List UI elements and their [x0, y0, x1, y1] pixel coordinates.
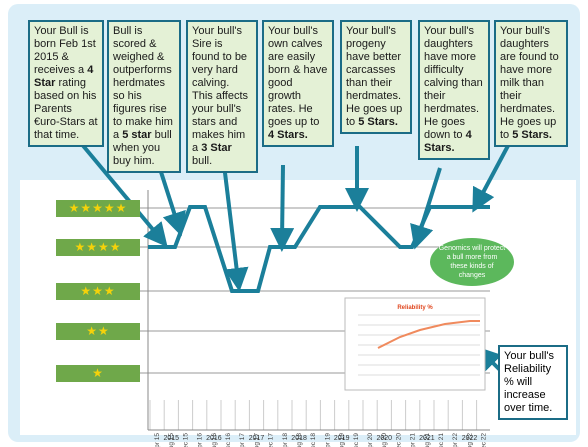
- info-box: Your bull's daughters have more difficul…: [418, 20, 490, 160]
- month-label: Dec 22: [481, 433, 488, 447]
- year-label: 2017: [249, 435, 265, 442]
- info-box: Your bull's own calves are easily born &…: [262, 20, 334, 147]
- box-text: 5 Stars.: [358, 116, 398, 128]
- year-label: 2019: [334, 435, 350, 442]
- month-label: Dec 16: [225, 433, 232, 447]
- month-label: Apr 15: [154, 433, 161, 447]
- month-label: Aug 17: [253, 433, 260, 447]
- star-label: ★★★★★: [56, 200, 140, 217]
- month-label: Dec 15: [182, 433, 189, 447]
- box-text: rating based on his Parents €uro-Stars a…: [34, 77, 98, 141]
- month-label: Aug 22: [466, 433, 473, 447]
- month-label: Aug 15: [168, 433, 175, 447]
- box-text: Your bull's daughters are found to have …: [500, 25, 559, 141]
- box-text: Your bull's daughters have more difficul…: [424, 25, 483, 141]
- month-label: Aug 20: [381, 433, 388, 447]
- box-text: Your bull's Sire is found to be very har…: [192, 25, 249, 154]
- year-label: 2015: [164, 435, 180, 442]
- year-label: 2020: [377, 435, 393, 442]
- box-text: Bull is scored & weighed & outperforms h…: [113, 25, 173, 141]
- box-text: Your bull's own calves are easily born &…: [268, 25, 328, 128]
- month-label: Apr 21: [410, 433, 417, 447]
- box-text: 5 star: [122, 129, 152, 141]
- reliability-note: Your bull's Reliability % will increase …: [498, 345, 568, 420]
- reliability-title: Reliability %: [397, 305, 433, 311]
- chart-panel: [20, 180, 576, 435]
- month-label: Apr 16: [197, 433, 204, 447]
- month-label: Apr 20: [367, 433, 374, 447]
- box-text: 4 Star: [34, 64, 94, 89]
- reliability-chart: [344, 297, 486, 391]
- month-label: Aug 16: [211, 433, 218, 447]
- month-label: Apr 22: [452, 433, 459, 447]
- month-label: Apr 18: [282, 433, 289, 447]
- star-label: ★★: [56, 323, 140, 340]
- month-label: Apr 17: [239, 433, 246, 447]
- year-label: 2021: [419, 435, 435, 442]
- box-text: 4 Stars.: [268, 129, 308, 141]
- star-label: ★: [56, 365, 140, 382]
- box-text: 3 Star: [201, 142, 232, 154]
- month-label: Apr 19: [324, 433, 331, 447]
- star-label: ★★★★: [56, 239, 140, 256]
- month-label: Dec 17: [268, 433, 275, 447]
- box-text: Your bull's progeny have better carcasse…: [346, 25, 403, 128]
- month-label: Dec 21: [438, 433, 445, 447]
- year-label: 2022: [462, 435, 478, 442]
- star-label: ★★★: [56, 283, 140, 300]
- box-text: bull when you buy him.: [113, 129, 172, 167]
- box-text: 5 Stars.: [512, 129, 552, 141]
- info-box: Your bull's progeny have better carcasse…: [340, 20, 412, 134]
- month-label: Aug 18: [296, 433, 303, 447]
- box-text: Your Bull is born Feb 1st 2015 & receive…: [34, 25, 96, 76]
- month-label: Dec 18: [310, 433, 317, 447]
- reliability-line: [377, 320, 480, 349]
- info-box: Your bull's Sire is found to be very har…: [186, 20, 258, 173]
- month-label: Aug 21: [424, 433, 431, 447]
- info-box: Bull is scored & weighed & outperforms h…: [107, 20, 181, 173]
- month-label: Aug 19: [339, 433, 346, 447]
- box-text: bull.: [192, 155, 213, 167]
- month-label: Dec 19: [353, 433, 360, 447]
- info-box: Your Bull is born Feb 1st 2015 & receive…: [28, 20, 104, 147]
- reliability-grid: [358, 314, 480, 376]
- year-label: 2018: [291, 435, 307, 442]
- month-label: Dec 20: [395, 433, 402, 447]
- info-box: Your bull's daughters are found to have …: [494, 20, 568, 147]
- box-text: 4 Stars.: [424, 129, 472, 154]
- genomics-note: Genomics will protect a bull more from t…: [430, 238, 514, 286]
- year-label: 2016: [206, 435, 222, 442]
